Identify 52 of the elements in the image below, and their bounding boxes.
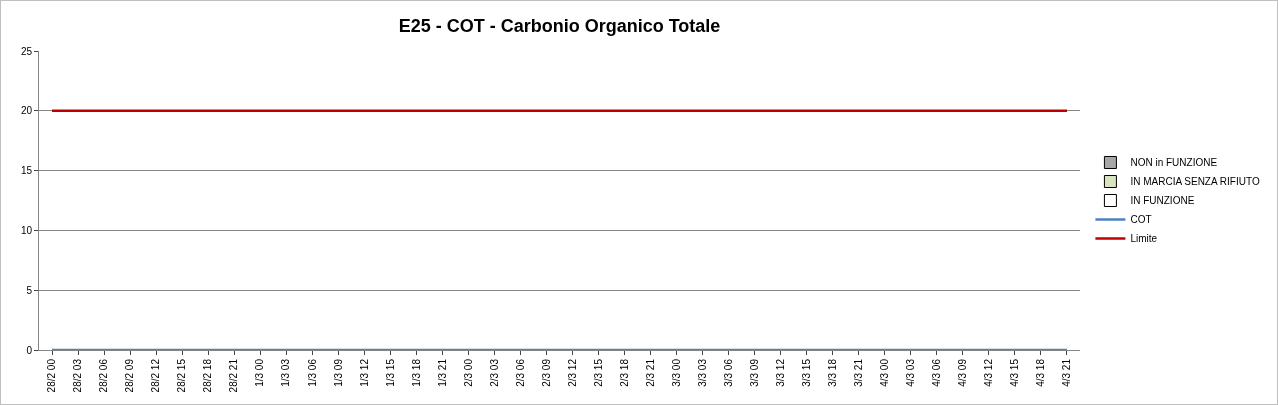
legend-label: COT xyxy=(1130,214,1152,226)
x-tick-label: 28/2 06 xyxy=(98,358,110,393)
x-tick-label: 3/3 12 xyxy=(774,358,786,387)
chart-title: E25 - COT - Carbonio Organico Totale xyxy=(398,15,721,36)
x-tick-label: 1/3 09 xyxy=(332,358,344,387)
x-tick-label: 1/3 12 xyxy=(358,358,370,387)
x-tick-label: 4/3 15 xyxy=(1009,358,1021,387)
x-tick-label: 2/3 00 xyxy=(462,358,474,387)
x-tick-label: 3/3 09 xyxy=(748,358,760,387)
x-tick-label: 2/3 18 xyxy=(618,358,630,387)
legend-label: IN FUNZIONE xyxy=(1130,195,1195,207)
y-tick-label: 15 xyxy=(20,165,33,177)
x-tick-label: 28/2 00 xyxy=(46,358,58,393)
legend-label: IN MARCIA SENZA RIFIUTO xyxy=(1130,176,1260,188)
legend-label: Limite xyxy=(1130,233,1158,245)
legend-label: NON in FUNZIONE xyxy=(1130,157,1218,169)
x-tick-label: 2/3 03 xyxy=(488,358,500,387)
y-tick-label: 25 xyxy=(20,45,33,57)
x-tick-label: 1/3 18 xyxy=(410,358,422,387)
x-tick-label: 3/3 15 xyxy=(800,358,812,387)
x-tick-label: 28/2 09 xyxy=(124,358,136,393)
x-tick-label: 2/3 15 xyxy=(592,358,604,387)
x-tick-label: 3/3 00 xyxy=(670,358,682,387)
x-tick-label: 3/3 03 xyxy=(696,358,708,387)
x-tick-label: 1/3 00 xyxy=(254,358,266,387)
x-tick-label: 28/2 21 xyxy=(228,358,240,393)
x-tick-label: 2/3 21 xyxy=(644,358,656,387)
x-tick-label: 28/2 15 xyxy=(176,358,188,393)
x-tick-label: 1/3 03 xyxy=(280,358,292,387)
y-tick-label: 0 xyxy=(26,344,33,356)
x-tick-label: 2/3 12 xyxy=(566,358,578,387)
x-tick-label: 1/3 06 xyxy=(306,358,318,387)
x-tick-label: 28/2 12 xyxy=(150,358,162,393)
x-tick-label: 4/3 00 xyxy=(879,358,891,387)
x-tick-label: 2/3 09 xyxy=(540,358,552,387)
x-tick-label: 1/3 15 xyxy=(384,358,396,387)
x-tick-label: 4/3 03 xyxy=(905,358,917,387)
x-tick-label: 1/3 21 xyxy=(436,358,448,387)
y-tick-label: 10 xyxy=(20,224,33,236)
x-tick-label: 4/3 12 xyxy=(983,358,995,387)
x-tick-label: 4/3 21 xyxy=(1061,358,1073,387)
x-tick-label: 3/3 06 xyxy=(722,358,734,387)
x-tick-label: 3/3 21 xyxy=(853,358,865,387)
x-tick-label: 28/2 18 xyxy=(202,358,214,393)
x-tick-label: 4/3 18 xyxy=(1035,358,1047,387)
y-tick-label: 20 xyxy=(20,105,33,117)
x-tick-label: 28/2 03 xyxy=(72,358,84,393)
x-tick-label: 4/3 09 xyxy=(957,358,969,387)
x-tick-label: 2/3 06 xyxy=(514,358,526,387)
x-tick-label: 4/3 06 xyxy=(931,358,943,387)
x-tick-label: 3/3 18 xyxy=(827,358,839,387)
y-tick-label: 5 xyxy=(26,284,33,296)
